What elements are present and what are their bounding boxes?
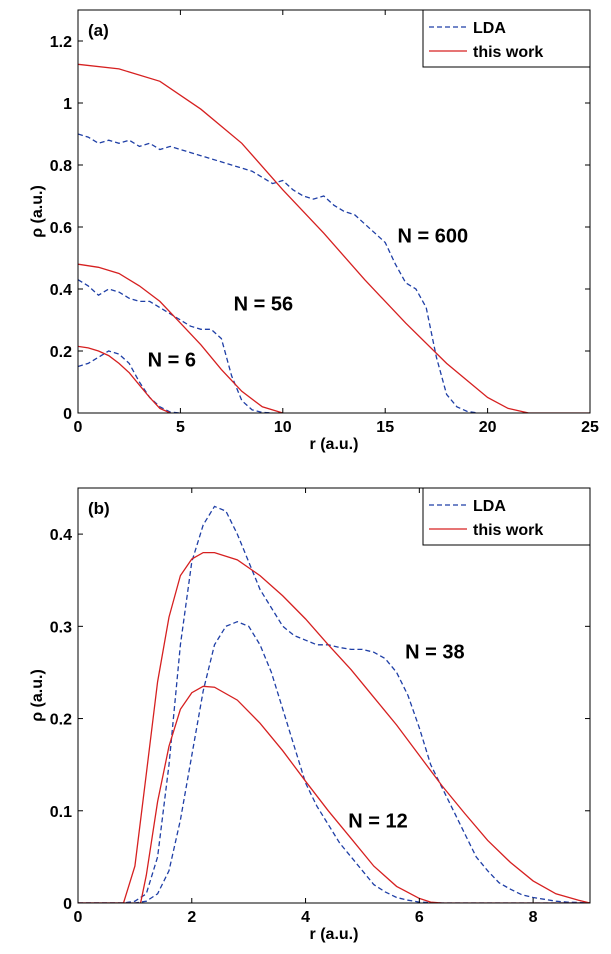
chart-a-xtick-label: 5: [176, 419, 185, 436]
panel-a: 0 5 10 15 20 25 0 0.2 0.4 0.6 0.8 1 1.2 r (a.u.) ρ (a.…: [29, 9, 599, 453]
chart-a-series-lda-n-6: [78, 350, 181, 413]
chart-b-legend: LDA this work: [422, 487, 591, 546]
chart-a-legend-label: this work: [473, 44, 543, 61]
chart-b-ylabel: ρ (a.u.): [29, 669, 46, 722]
chart-b-ytick-label: 0.2: [50, 712, 72, 729]
chart-b-xtick-label: 8: [529, 909, 538, 926]
chart-b-panel-label: (b): [88, 499, 110, 518]
chart-b-xlabel: r (a.u.): [310, 926, 359, 943]
chart-a-ytick-label: 0.2: [50, 344, 72, 361]
chart-a-series-this-work-n-6: [78, 345, 171, 413]
chart-a-annotation: N = 56: [234, 294, 293, 316]
chart-a-ytick-label: 0: [63, 406, 72, 423]
chart-a-ytick-label: 0.4: [50, 282, 72, 299]
chart-b-xtick-label: 2: [187, 909, 196, 926]
chart-a-ytick-label: 1: [63, 96, 72, 113]
chart-b-axes-box: [77, 487, 591, 904]
chart-a-annotation: N = 6: [148, 350, 196, 372]
chart-b-series-group: [78, 505, 590, 903]
chart-b-xtick-label: 6: [415, 909, 424, 926]
chart-a-ylabel: ρ (a.u.): [29, 185, 46, 238]
chart-a-xlabel: r (a.u.): [310, 436, 359, 453]
chart-b-series-this-work-n-12: [78, 685, 590, 903]
chart-a-xtick-label: 15: [376, 419, 394, 436]
chart-b-legend-box: [422, 487, 591, 546]
chart-b-xtick-label: 4: [301, 909, 310, 926]
chart-a-xtick-label: 0: [74, 419, 83, 436]
chart-b-ytick-label: 0: [63, 896, 72, 913]
chart-b-annotation: N = 12: [348, 810, 407, 832]
chart-a-series-lda-n-56: [78, 279, 273, 413]
chart-a-legend-box: [422, 9, 591, 68]
chart-a-ytick-label: 0.6: [50, 220, 72, 237]
chart-a-xtick-label: 10: [274, 419, 292, 436]
chart-a-annotation: N = 600: [397, 226, 468, 248]
chart-a-series-this-work-n-56: [78, 263, 283, 413]
chart-b-series-lda-n-12: [78, 620, 590, 903]
chart-b-ytick-label: 0.3: [50, 619, 72, 636]
chart-a-panel-label: (a): [88, 21, 109, 40]
chart-a-legend: LDA this work: [422, 9, 591, 68]
chart-a-axes-box: [77, 9, 591, 414]
panel-b: 0 2 4 6 8 0 0.1 0.2 0.3 0.4 r (a.u.) ρ (a.u.) (b) N =…: [29, 487, 591, 943]
chart-b-ytick-label: 0.1: [50, 804, 72, 821]
chart-b-series-lda-n-38: [78, 505, 590, 903]
chart-a-xtick-label: 25: [581, 419, 599, 436]
chart-a-series-this-work-n-600: [78, 63, 590, 413]
chart-b-xtick-label: 0: [74, 909, 83, 926]
chart-a-ytick-label: 0.8: [50, 158, 72, 175]
chart-b-legend-label: LDA: [473, 498, 506, 515]
chart-a-ytick-label: 1.2: [50, 34, 72, 51]
chart-a-xtick-label: 20: [479, 419, 497, 436]
chart-a-legend-label: LDA: [473, 20, 506, 37]
chart-b-annotation: N = 38: [405, 642, 464, 664]
chart-a-series-group: [78, 63, 590, 413]
chart-b-series-this-work-n-38: [78, 551, 590, 903]
chart-b-ytick-label: 0.4: [50, 527, 72, 544]
chart-b-legend-label: this work: [473, 522, 543, 539]
chart-a-series-lda-n-600: [78, 133, 478, 413]
